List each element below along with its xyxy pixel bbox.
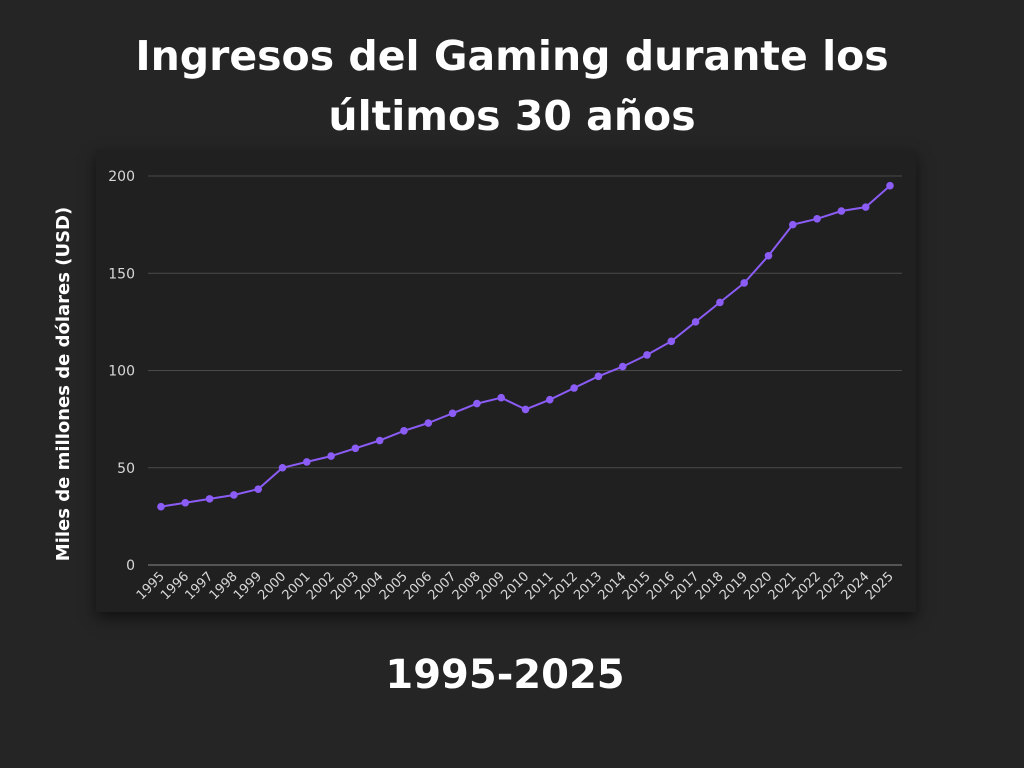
y-tick-label: 0 xyxy=(126,558,135,574)
data-point xyxy=(448,409,457,418)
data-point xyxy=(643,351,651,359)
data-point xyxy=(691,318,700,326)
y-tick-label: 100 xyxy=(108,364,135,380)
x-axis-ticks: 1995199619971998199920002001200220032004… xyxy=(134,569,897,603)
data-point xyxy=(886,181,894,190)
y-axis-ticks: 0 50 100 150 200 xyxy=(108,169,135,574)
data-point xyxy=(181,498,190,507)
data-point xyxy=(303,458,311,466)
data-point xyxy=(716,298,724,307)
data-point xyxy=(789,220,797,229)
data-point xyxy=(400,426,408,435)
data-point xyxy=(497,393,506,402)
series-line xyxy=(160,184,891,508)
y-tick-label: 200 xyxy=(108,169,135,185)
data-point xyxy=(861,203,870,211)
data-point xyxy=(740,279,748,287)
y-tick-label: 150 xyxy=(108,266,135,282)
data-points xyxy=(157,181,894,511)
data-point xyxy=(278,463,287,472)
chart-panel xyxy=(96,150,916,612)
data-point xyxy=(254,485,262,493)
data-point xyxy=(594,372,603,381)
data-point xyxy=(813,214,821,223)
data-point xyxy=(157,502,165,511)
data-point xyxy=(473,399,481,408)
data-point xyxy=(570,384,578,392)
data-point xyxy=(424,419,433,427)
y-tick-label: 50 xyxy=(117,461,135,477)
chart-title: Ingresos del Gaming durante los últimos … xyxy=(135,32,889,140)
period-label: 1995-2025 xyxy=(385,652,625,698)
data-point xyxy=(764,251,773,260)
gridlines xyxy=(148,175,902,566)
data-point xyxy=(375,436,384,445)
x-tick-label: 2025 xyxy=(863,569,897,603)
data-point xyxy=(618,362,627,371)
data-point xyxy=(546,395,554,404)
data-point xyxy=(667,337,676,346)
data-point xyxy=(837,207,846,215)
data-point xyxy=(351,444,360,453)
data-point xyxy=(230,491,238,499)
data-point xyxy=(327,452,335,460)
data-point xyxy=(521,405,530,414)
data-point xyxy=(205,495,214,503)
